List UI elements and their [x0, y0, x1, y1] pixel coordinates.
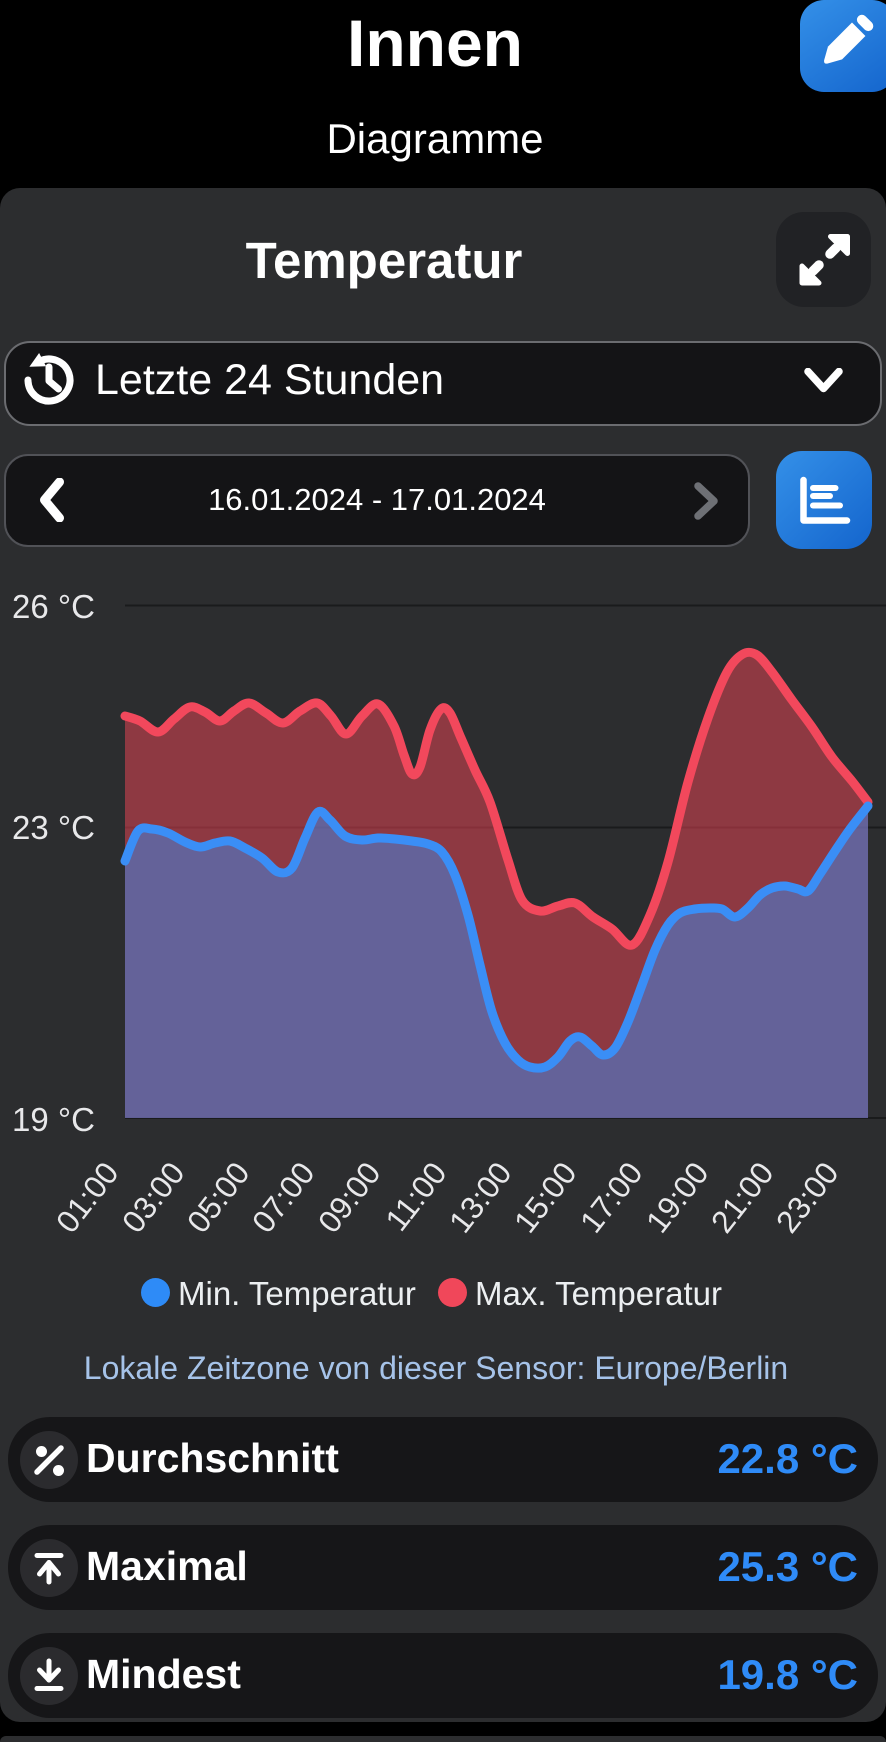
- svg-text:01:00: 01:00: [49, 1155, 126, 1239]
- svg-text:17:00: 17:00: [573, 1155, 650, 1239]
- svg-text:05:00: 05:00: [180, 1155, 257, 1239]
- svg-text:23 °C: 23 °C: [12, 809, 95, 846]
- svg-text:19:00: 19:00: [639, 1155, 716, 1239]
- svg-text:07:00: 07:00: [245, 1155, 322, 1239]
- svg-text:11:00: 11:00: [378, 1155, 453, 1237]
- svg-text:15:00: 15:00: [507, 1155, 584, 1239]
- svg-text:03:00: 03:00: [115, 1155, 192, 1239]
- svg-text:09:00: 09:00: [311, 1155, 388, 1239]
- svg-text:19 °C: 19 °C: [12, 1101, 95, 1138]
- svg-text:23:00: 23:00: [769, 1155, 846, 1239]
- svg-text:26 °C: 26 °C: [12, 588, 95, 625]
- svg-text:21:00: 21:00: [704, 1155, 781, 1239]
- svg-text:13:00: 13:00: [442, 1155, 519, 1239]
